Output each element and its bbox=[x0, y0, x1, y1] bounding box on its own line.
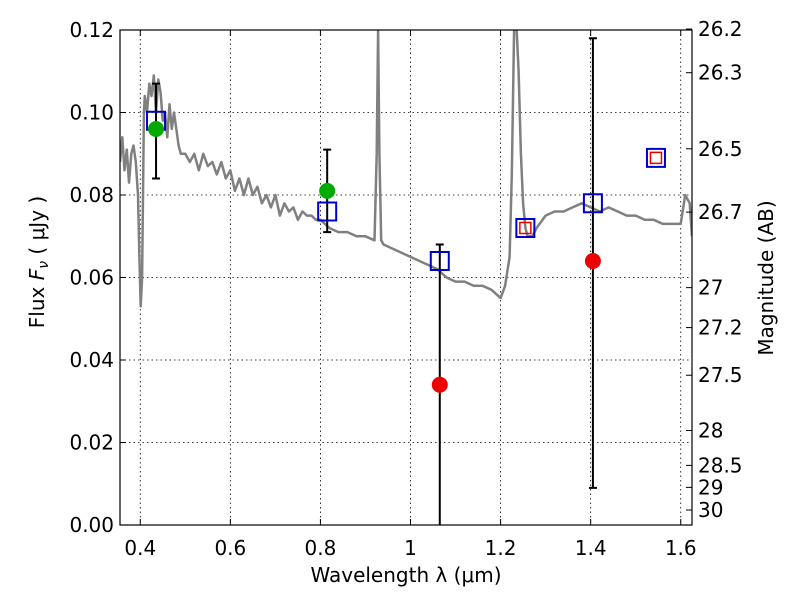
y2-tick-label: 27.2 bbox=[698, 316, 743, 340]
x-tick-label: 1.2 bbox=[485, 536, 517, 560]
x-tick-label: 0.4 bbox=[124, 536, 156, 560]
y-tick-label: 0.04 bbox=[69, 348, 114, 372]
model-photometry-square bbox=[645, 147, 666, 168]
y-axis-label-suffix: ( μJy ) bbox=[25, 196, 49, 261]
data-points-layer bbox=[146, 110, 666, 393]
y-tick-label: 0.12 bbox=[69, 18, 114, 42]
y-tick-label: 0.06 bbox=[69, 266, 114, 290]
model-photometry-square bbox=[515, 218, 536, 238]
non-detection-point bbox=[431, 376, 448, 393]
y2-tick-label: 28.5 bbox=[698, 453, 743, 477]
y-tick-label: 0.02 bbox=[69, 431, 114, 455]
model-photometry-square bbox=[317, 201, 338, 222]
x-axis-label: Wavelength λ (μm) bbox=[310, 563, 501, 587]
errorbar-layer bbox=[152, 37, 597, 525]
y2-tick-label: 27.5 bbox=[698, 363, 743, 387]
inner-red-square bbox=[519, 221, 532, 235]
inner-red-square bbox=[649, 151, 663, 165]
model-photometry-square bbox=[429, 251, 450, 271]
x-tick-label: 1.4 bbox=[575, 536, 607, 560]
detection-point bbox=[148, 121, 165, 137]
non-detection-point bbox=[584, 253, 601, 269]
y-tick-label: 0.00 bbox=[69, 513, 114, 537]
y-axis-label-subscript: ν bbox=[36, 261, 52, 269]
y2-tick-label: 29 bbox=[698, 475, 723, 499]
model-spectrum-layer bbox=[120, 30, 692, 308]
model-spectrum-line bbox=[120, 30, 692, 308]
model-photometry-square bbox=[582, 193, 603, 214]
grid-lines bbox=[120, 30, 692, 525]
x-tick-label: 1.6 bbox=[665, 536, 697, 560]
x-tick-label: 1 bbox=[404, 536, 417, 560]
y2-tick-label: 28 bbox=[698, 419, 723, 443]
y-axis-label-symbol: F bbox=[25, 268, 49, 280]
y2-tick-label: 30 bbox=[698, 498, 723, 522]
y-axis-label: Flux Fν ( μJy ) bbox=[25, 196, 52, 328]
y2-tick-label: 26.7 bbox=[698, 200, 743, 224]
axis-ticks: 0.4 0.6 0.8 1 1.2 1.4 1.6 0.00 0.02 0.04 0.06 0.08 0… bbox=[69, 17, 742, 560]
y2-tick-label: 26.2 bbox=[698, 17, 743, 41]
y-tick-label: 0.10 bbox=[69, 101, 114, 125]
y2-axis-label: Magnitude (AB) bbox=[754, 200, 778, 355]
y-tick-label: 0.08 bbox=[69, 183, 114, 207]
detection-point bbox=[319, 182, 336, 199]
y2-tick-label: 26.3 bbox=[698, 61, 743, 85]
x-tick-label: 0.6 bbox=[214, 536, 246, 560]
x-tick-label: 0.8 bbox=[305, 536, 337, 560]
y2-tick-label: 27 bbox=[698, 276, 723, 300]
y2-tick-label: 26.5 bbox=[698, 137, 743, 161]
y-axis-label-prefix: Flux bbox=[25, 280, 49, 328]
